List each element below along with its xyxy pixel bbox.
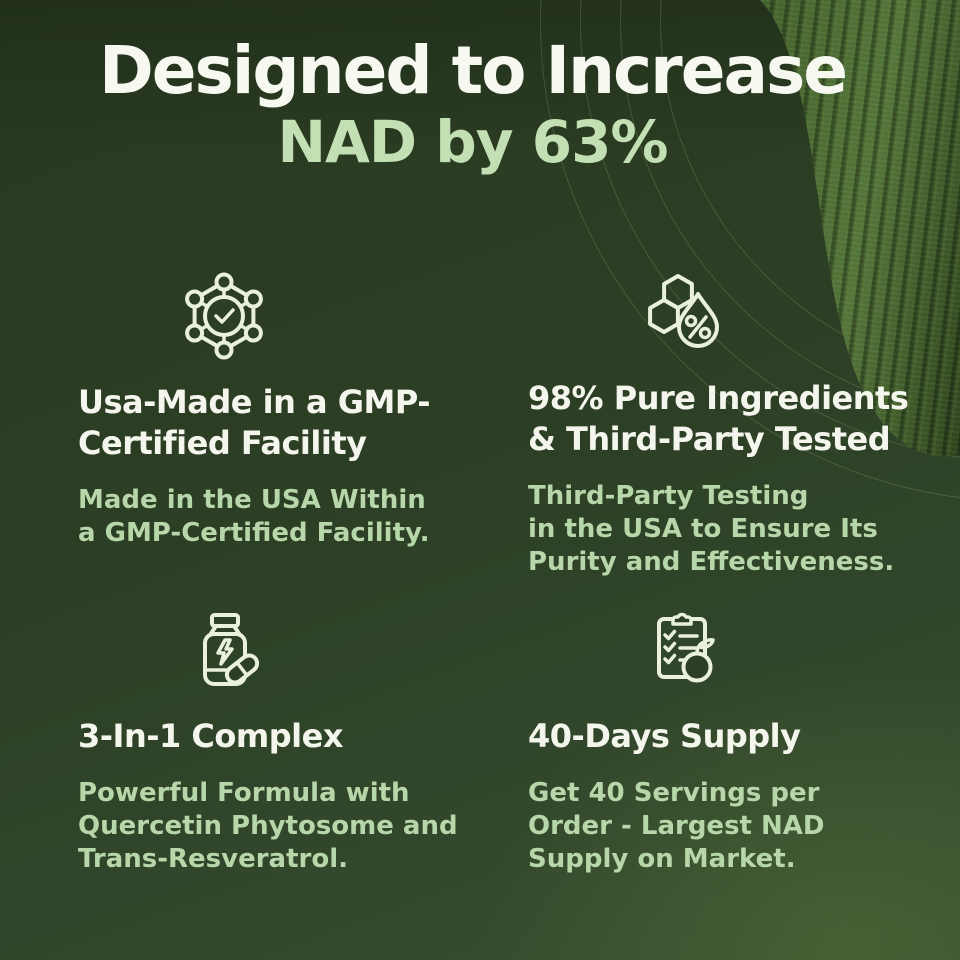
feature-card-supply: 40-Days Supply Get 40 Servings per Order… [528,602,958,876]
page-title: Designed to Increase NAD by 63% [0,34,945,175]
feature-card-complex: 3-In-1 Complex Powerful Formula with Que… [78,602,508,876]
feature-card-usa-made: Usa-Made in a GMP- Certified Facility Ma… [78,268,508,550]
feature-body: Powerful Formula with Quercetin Phytosom… [78,777,458,874]
feature-heading: 3-In-1 Complex [78,717,343,755]
feature-card-pure-ingredients: 98% Pure Ingredients & Third-Party Teste… [528,264,958,579]
feature-heading: 40-Days Supply [528,717,801,755]
purity-droplet-icon [634,264,730,360]
title-line-1: Designed to Increase [98,32,848,109]
title-line-2: NAD by 63% [277,107,668,176]
feature-body: Get 40 Servings per Order - Largest NAD … [528,777,825,874]
certified-network-icon [176,268,272,364]
feature-heading: 98% Pure Ingredients & Third-Party Teste… [528,379,909,458]
feature-body: Made in the USA Within a GMP-Certified F… [78,484,430,548]
checklist-apple-icon [634,602,730,698]
supplement-bottle-icon [176,602,272,698]
feature-heading: Usa-Made in a GMP- Certified Facility [78,383,431,462]
feature-body: Third-Party Testing in the USA to Ensure… [528,480,895,577]
